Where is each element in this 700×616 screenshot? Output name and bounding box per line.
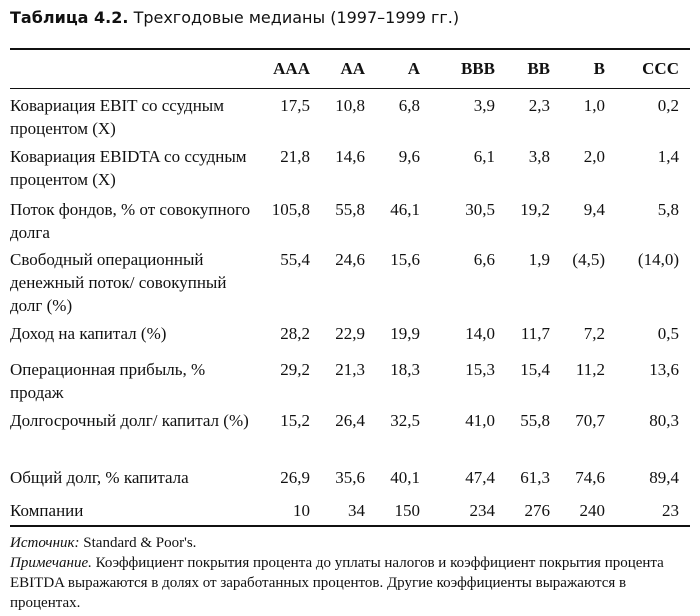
cell-a: 32,5 <box>390 411 420 430</box>
cell-aaa: 28,2 <box>280 324 310 343</box>
cell-ccc: 89,4 <box>649 468 679 487</box>
footnote-text: Коэффициент покрытия процента до уплаты … <box>10 555 664 611</box>
cell-bbb: 234 <box>469 501 496 520</box>
cell-bbb: 47,4 <box>465 468 495 487</box>
cell-ccc: 80,3 <box>649 411 679 430</box>
table-number: Таблица 4.2. <box>10 8 129 27</box>
cell-bb: 3,8 <box>528 147 550 166</box>
col-header-a: A <box>407 59 420 78</box>
cell-ccc: 13,6 <box>649 360 679 379</box>
cell-bb: 15,4 <box>520 360 550 379</box>
cell-bbb: 15,3 <box>465 360 495 379</box>
header-rule <box>10 88 690 89</box>
cell-aaa: 105,8 <box>271 200 310 219</box>
cell-b: 7,2 <box>583 324 605 343</box>
cell-ccc: 0,5 <box>657 324 679 343</box>
cell-bbb: 30,5 <box>465 200 495 219</box>
cell-bb: 2,3 <box>528 96 550 115</box>
cell-b: 11,2 <box>575 360 605 379</box>
cell-aa: 55,8 <box>335 200 365 219</box>
col-header-bb: BB <box>527 59 550 78</box>
cell-aa: 24,6 <box>335 250 365 269</box>
cell-bbb: 6,1 <box>473 147 495 166</box>
cell-ccc: 0,2 <box>657 96 679 115</box>
cell-b: 2,0 <box>583 147 605 166</box>
row-label: Ковариация EBIDTA со ссудным процентом (… <box>10 147 247 189</box>
top-rule <box>10 48 690 50</box>
cell-ccc: 1,4 <box>657 147 679 166</box>
row-label: Ковариация EBIT со ссудным процентом (X) <box>10 96 224 138</box>
cell-b: 240 <box>579 501 606 520</box>
cell-a: 18,3 <box>390 360 420 379</box>
cell-b: 74,6 <box>575 468 605 487</box>
cell-bb: 61,3 <box>520 468 550 487</box>
source-text: Standard & Poor's. <box>83 535 197 551</box>
footnote-label: Примечание. <box>10 555 92 571</box>
cell-aaa: 55,4 <box>280 250 310 269</box>
row-label: Свободный операционный денежный поток/ с… <box>10 250 227 315</box>
cell-a: 6,8 <box>398 96 420 115</box>
row-label: Операционная прибыль, % продаж <box>10 360 206 402</box>
col-header-ccc: CCC <box>642 59 679 78</box>
cell-aa: 14,6 <box>335 147 365 166</box>
cell-aaa: 10 <box>293 501 310 520</box>
row-label: Компании <box>10 501 84 520</box>
cell-ccc: 5,8 <box>657 200 679 219</box>
row-label: Общий долг, % капитала <box>10 468 189 487</box>
cell-a: 19,9 <box>390 324 420 343</box>
col-header-aa: AA <box>340 59 365 78</box>
cell-aa: 21,3 <box>335 360 365 379</box>
cell-bbb: 3,9 <box>473 96 495 115</box>
footnote: Примечание. Коэффициент покрытия процент… <box>10 553 690 613</box>
cell-a: 9,6 <box>398 147 420 166</box>
cell-bb: 55,8 <box>520 411 550 430</box>
cell-a: 46,1 <box>390 200 420 219</box>
cell-aa: 34 <box>348 501 365 520</box>
col-header-b: B <box>593 59 605 78</box>
cell-ccc: 23 <box>662 501 679 520</box>
table-title: Таблица 4.2. Трехгодовые медианы (1997–1… <box>10 6 459 30</box>
cell-bbb: 6,6 <box>473 250 495 269</box>
row-label: Доход на капитал (%) <box>10 324 167 343</box>
cell-b: 70,7 <box>575 411 605 430</box>
source-label: Источник: <box>10 535 80 551</box>
col-header-aaa: AAA <box>273 59 310 78</box>
cell-bbb: 41,0 <box>465 411 495 430</box>
cell-bb: 11,7 <box>520 324 550 343</box>
cell-bb: 1,9 <box>528 250 550 269</box>
col-header-bbb: BBB <box>460 59 495 78</box>
cell-b: (4,5) <box>572 250 605 269</box>
cell-bbb: 14,0 <box>465 324 495 343</box>
bottom-rule <box>10 525 690 527</box>
cell-a: 15,6 <box>390 250 420 269</box>
cell-aaa: 26,9 <box>280 468 310 487</box>
row-label: Долгосрочный долг/ капитал (%) <box>10 411 249 430</box>
cell-a: 150 <box>394 501 421 520</box>
cell-b: 9,4 <box>583 200 605 219</box>
source-note: Источник: Standard & Poor's. <box>10 533 690 553</box>
cell-aaa: 21,8 <box>280 147 310 166</box>
cell-aa: 10,8 <box>335 96 365 115</box>
cell-a: 40,1 <box>390 468 420 487</box>
cell-bb: 276 <box>524 501 551 520</box>
row-label: Поток фондов, % от совокупного долга <box>10 200 251 242</box>
cell-b: 1,0 <box>583 96 605 115</box>
cell-aa: 26,4 <box>335 411 365 430</box>
cell-aa: 35,6 <box>335 468 365 487</box>
cell-bb: 19,2 <box>520 200 550 219</box>
cell-aaa: 15,2 <box>280 411 310 430</box>
cell-aa: 22,9 <box>335 324 365 343</box>
cell-ccc: (14,0) <box>637 250 679 269</box>
table-caption: Трехгодовые медианы (1997–1999 гг.) <box>133 8 460 27</box>
cell-aaa: 29,2 <box>280 360 310 379</box>
cell-aaa: 17,5 <box>280 96 310 115</box>
